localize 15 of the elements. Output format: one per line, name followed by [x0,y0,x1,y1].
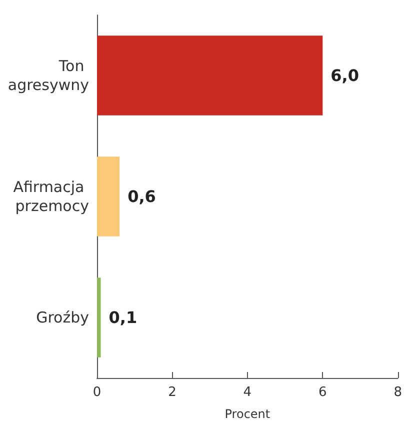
y-tick-label: Groźby [36,308,90,326]
bar [97,278,101,358]
data-label: 0,6 [128,187,156,206]
x-tick-label: 4 [243,385,252,400]
x-tick-label: 6 [318,385,327,400]
bar [97,156,120,236]
data-label: 6,0 [330,66,359,85]
x-tick-label: 8 [394,385,402,400]
y-tick-label: Afirmacja przemocy [13,178,90,215]
y-tick-label: Ton agresywny [8,57,90,94]
x-axis-title: Procent [224,407,270,421]
data-label: 0,1 [108,308,138,327]
bar [97,36,323,116]
x-tick-label: 2 [168,385,176,400]
x-tick-label: 0 [92,385,102,400]
